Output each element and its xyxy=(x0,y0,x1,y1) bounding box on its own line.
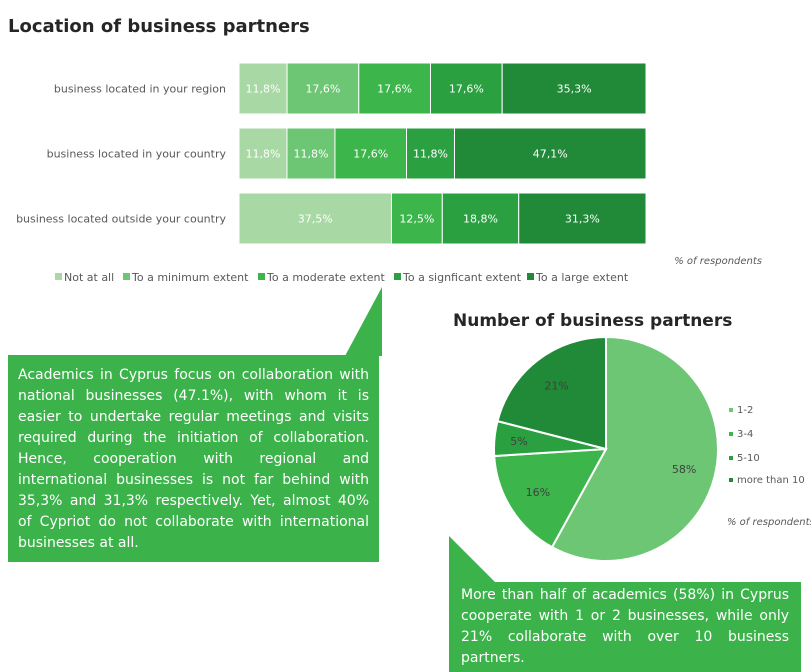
pie-legend-swatch xyxy=(729,432,733,436)
bar-data-label: 47,1% xyxy=(533,148,568,161)
bar-segment xyxy=(453,127,647,180)
callout1-pointer xyxy=(345,287,382,356)
pie-legend-swatch xyxy=(729,408,733,412)
bar-chart-title: Location of business partners xyxy=(8,16,310,37)
bar-data-label: 11,8% xyxy=(293,148,328,161)
bar-segment xyxy=(286,127,336,180)
bar-data-label: 37,5% xyxy=(298,213,333,226)
bar-data-label: 17,6% xyxy=(305,83,340,96)
pie-legend-label: 5-10 xyxy=(737,453,760,464)
legend-label: To a moderate extent xyxy=(266,271,385,284)
bar-segment xyxy=(406,127,455,180)
bar-data-label: 31,3% xyxy=(565,213,600,226)
legend-label: To a signficant extent xyxy=(402,271,522,284)
legend-swatch xyxy=(123,273,130,280)
bar-segment xyxy=(441,192,520,245)
bar-segment xyxy=(286,62,360,115)
bar-data-label: 11,8% xyxy=(413,148,448,161)
pie-chart: 58% 16% 5% 21% xyxy=(493,335,719,562)
pie-data-label: 16% xyxy=(526,486,550,499)
legend-swatch xyxy=(258,273,265,280)
legend-swatch xyxy=(527,273,534,280)
pie-legend-label: more than 10 xyxy=(737,475,805,486)
bar-segment xyxy=(238,192,392,245)
pie-legend-swatch xyxy=(729,456,733,460)
callout-pie: More than half of academics (58%) in Cyp… xyxy=(449,582,801,672)
legend-swatch xyxy=(55,273,62,280)
category-label: business located in your country xyxy=(47,148,227,161)
callout2-pointer xyxy=(449,536,496,583)
legend-label: To a large extent xyxy=(535,271,629,284)
pie-legend-swatch xyxy=(729,478,733,482)
bar-segment xyxy=(501,62,647,115)
pie-legend-label: 1-2 xyxy=(737,405,753,416)
bar-note: % of respondents xyxy=(674,256,762,267)
callout-academics: Academics in Cyprus focus on collaborati… xyxy=(8,355,379,562)
pie-legend: 1-2 3-4 5-10 more than 10 xyxy=(729,405,805,486)
pie-slice xyxy=(496,335,607,451)
pie-note: % of respondents xyxy=(727,517,811,528)
bar-data-label: 17,6% xyxy=(377,83,412,96)
pie-chart-title: Number of business partners xyxy=(453,311,733,331)
bar-data-label: 17,6% xyxy=(449,83,484,96)
bar-segment xyxy=(518,192,647,245)
bar-segment xyxy=(390,192,443,245)
bar-data-label: 17,6% xyxy=(353,148,388,161)
bar-data-label: 12,5% xyxy=(399,213,434,226)
pie-data-label: 58% xyxy=(672,463,696,476)
category-label: business located in your region xyxy=(54,83,226,96)
category-label: business located outside your country xyxy=(16,213,226,226)
pie-slice xyxy=(493,447,608,549)
bar-segment xyxy=(334,127,408,180)
pie-data-label: 5% xyxy=(510,435,527,448)
pie-data-label: 21% xyxy=(544,379,568,392)
bar-data-label: 35,3% xyxy=(557,83,592,96)
bar-legend: Not at all To a minimum extent To a modera… xyxy=(55,271,629,284)
legend-swatch xyxy=(394,273,401,280)
legend-label: Not at all xyxy=(64,271,114,284)
bar-data-label: 18,8% xyxy=(463,213,498,226)
pie-legend-label: 3-4 xyxy=(737,429,753,440)
legend-label: To a minimum extent xyxy=(131,271,249,284)
pie-slice xyxy=(550,335,719,562)
bar-data-label: 11,8% xyxy=(246,148,281,161)
bar-data-label: 11,8% xyxy=(246,83,281,96)
bar-chart: business located in your region 11,8% 17,6… xyxy=(16,62,647,245)
bar-segment xyxy=(238,127,288,180)
